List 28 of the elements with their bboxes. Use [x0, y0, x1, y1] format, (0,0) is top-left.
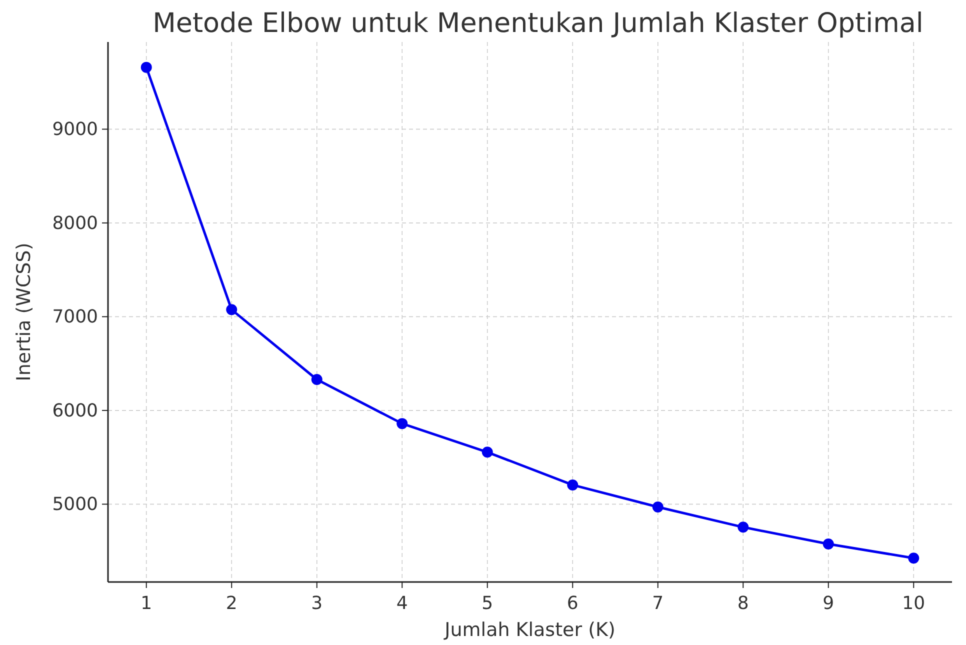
point: [140, 62, 152, 73]
point: [226, 304, 238, 316]
x-tick-label: 7: [652, 593, 664, 614]
x-tick-label: 5: [482, 593, 494, 614]
point: [738, 522, 749, 533]
x-tick-label: 1: [140, 593, 152, 614]
y-tick-label: 8000: [52, 212, 98, 234]
x-tick-label: 8: [737, 593, 749, 614]
point: [652, 502, 664, 512]
point: [311, 374, 322, 385]
y-tick-label: 9000: [52, 119, 98, 140]
y-tick-label: 7000: [52, 306, 98, 328]
x-tick-label: 9: [822, 593, 834, 614]
point: [396, 418, 408, 430]
x-axis-title: Jumlah Klaster (K): [444, 619, 616, 641]
x-tick-label: 3: [311, 593, 323, 614]
point: [482, 446, 493, 458]
y-axis-title: Inertia (WCSS): [13, 242, 35, 382]
x-tick-label: 6: [566, 593, 578, 614]
x-tick-label: 2: [226, 593, 238, 614]
y-tick-label: 5000: [52, 494, 98, 516]
point: [908, 552, 920, 564]
x-tick-label: 10: [902, 593, 926, 614]
y-tick-label: 6000: [52, 400, 98, 422]
point: [822, 538, 834, 550]
point: [567, 479, 578, 490]
x-tick-label: 4: [396, 593, 408, 614]
chart-title: Metode Elbow untuk Menentukan Jumlah Klaster Optimal: [152, 8, 924, 39]
